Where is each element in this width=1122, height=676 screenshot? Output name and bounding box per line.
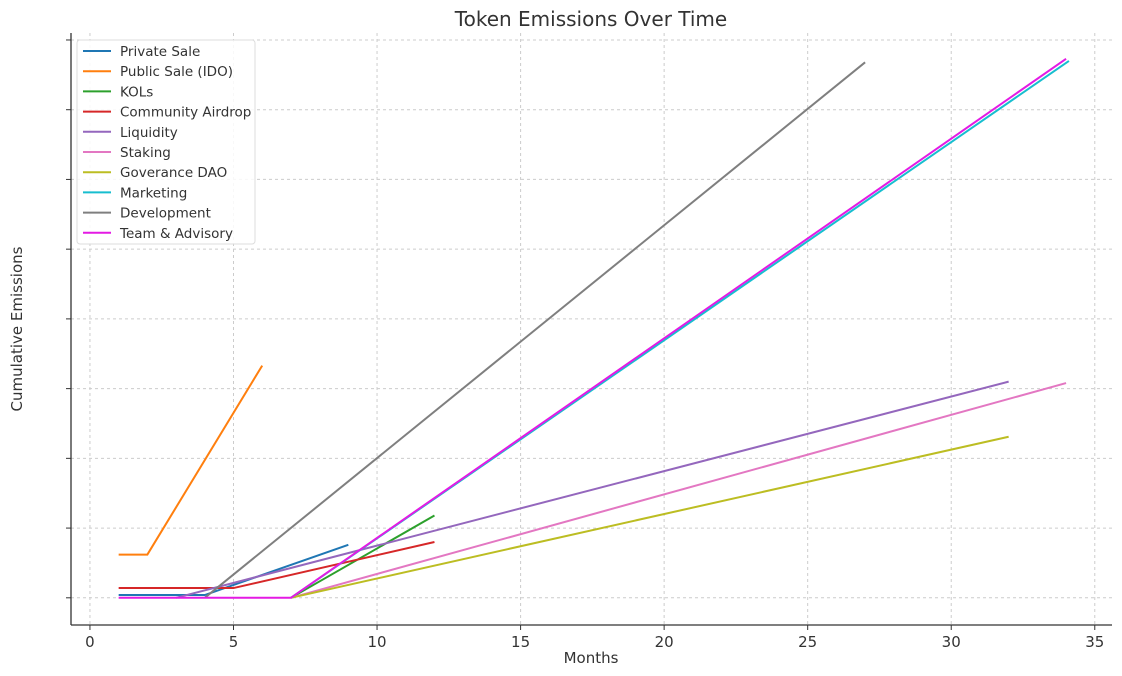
series-line-public-sale-ido- bbox=[118, 365, 264, 556]
legend: Private Sale Public Sale (IDO) KOLs Communi… bbox=[76, 39, 256, 245]
legend-label: Marketing bbox=[120, 185, 187, 201]
x-tick-label: 30 bbox=[942, 633, 961, 651]
legend-box bbox=[76, 39, 256, 245]
x-tick-label: 5 bbox=[229, 633, 239, 651]
legend-label: Private Sale bbox=[120, 44, 200, 60]
series-line-liquidity bbox=[175, 380, 1009, 599]
legend-label: Community Airdrop bbox=[120, 105, 251, 121]
legend-label: Development bbox=[120, 206, 211, 222]
series-line-staking bbox=[290, 382, 1067, 599]
x-axis-label: Months bbox=[564, 649, 619, 667]
y-axis-label: Cumulative Emissions bbox=[8, 246, 26, 411]
series-line-kols bbox=[290, 514, 435, 599]
legend-label: Team & Advisory bbox=[119, 226, 233, 242]
legend-label: KOLs bbox=[120, 84, 153, 100]
series-line-team-advisory bbox=[118, 57, 1067, 599]
legend-label: Liquidity bbox=[120, 125, 178, 141]
x-tick-label: 35 bbox=[1085, 633, 1104, 651]
x-tick-label: 20 bbox=[655, 633, 674, 651]
x-tick-label: 15 bbox=[511, 633, 530, 651]
x-tick-label: 25 bbox=[798, 633, 817, 651]
series-line-private-sale bbox=[118, 543, 349, 597]
legend-label: Public Sale (IDO) bbox=[120, 64, 233, 80]
legend-label: Staking bbox=[120, 145, 171, 161]
x-tick-label: 10 bbox=[367, 633, 386, 651]
axes: 0 5 10 15 20 25 30 35 bbox=[66, 33, 1112, 651]
x-tick-label: 0 bbox=[85, 633, 95, 651]
series-line-community-airdrop bbox=[118, 541, 435, 590]
series-lines bbox=[118, 57, 1070, 599]
series-line-goverance-dao bbox=[290, 435, 1009, 599]
chart-title: Token Emissions Over Time bbox=[454, 7, 727, 31]
series-line-development bbox=[204, 61, 866, 599]
legend-label: Goverance DAO bbox=[120, 165, 227, 181]
